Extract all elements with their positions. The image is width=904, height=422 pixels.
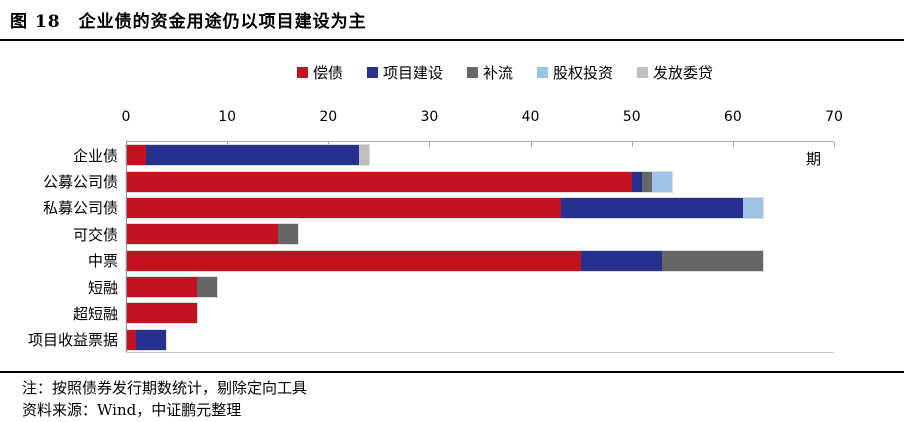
bar-segment <box>641 171 652 192</box>
stacked-bar <box>124 249 765 272</box>
legend-label: 偿债 <box>312 64 343 82</box>
bar-segment <box>146 145 359 166</box>
category-label: 短融 <box>87 278 118 297</box>
x-axis-tick-mark <box>834 142 835 147</box>
x-axis-tick-mark <box>227 142 229 147</box>
stacked-bar <box>125 302 198 325</box>
legend-swatch-icon <box>296 67 308 78</box>
x-axis-tick-mark <box>732 142 734 147</box>
figure-title: 图 18 企业债的资金用途仍以项目建设为主 <box>10 12 367 32</box>
bar-segment <box>358 145 369 166</box>
x-axis-tick-label: 30 <box>420 109 439 125</box>
footer-divider <box>0 371 904 373</box>
chart-row: 可交债 <box>0 221 904 247</box>
bar-segment <box>126 329 137 350</box>
bar-segment <box>651 171 673 192</box>
stacked-bar <box>124 276 219 299</box>
category-label: 超短融 <box>72 304 118 323</box>
stacked-bar <box>125 144 370 167</box>
x-axis-tick-mark <box>631 142 633 147</box>
legend-item: 偿债 <box>296 62 343 83</box>
category-label: 私募公司债 <box>42 199 118 218</box>
bar-segment <box>126 303 197 324</box>
bar-segment <box>126 197 561 218</box>
x-axis-line <box>126 141 834 142</box>
bar-segment <box>662 250 764 271</box>
x-axis-tick-label: 40 <box>521 109 540 125</box>
chart-row: 中票 <box>0 248 904 274</box>
x-axis-tick-mark <box>328 142 330 147</box>
x-axis-tick-label: 60 <box>723 109 742 125</box>
bar-segment <box>742 197 764 218</box>
legend-label: 补流 <box>482 64 514 82</box>
chart-row: 超短融 <box>0 300 904 326</box>
x-axis-tick-label: 0 <box>121 109 131 125</box>
bar-segment <box>126 224 278 245</box>
chart-source: 资料来源：Wind，中证鹏元整理 <box>22 401 242 419</box>
legend-item: 补流 <box>466 62 514 83</box>
bar-segment <box>126 277 197 298</box>
chart-plot: 企业债公募公司债私募公司债可交债中票短融超短融项目收益票据 <box>0 142 904 353</box>
category-label: 公募公司债 <box>42 173 118 192</box>
category-label: 项目收益票据 <box>27 331 118 350</box>
x-axis-tick-label: 50 <box>622 109 641 125</box>
chart-row: 企业债 <box>0 142 904 168</box>
legend-item: 发放委贷 <box>637 62 713 83</box>
category-label: 中票 <box>87 252 118 271</box>
x-axis-tick-mark <box>530 142 532 147</box>
chart-row: 公募公司债 <box>0 168 904 194</box>
chart-row: 项目收益票据 <box>0 327 904 353</box>
title-divider <box>0 39 904 41</box>
bar-segment <box>136 329 167 350</box>
legend-swatch-icon <box>637 67 649 78</box>
x-axis-tick-mark <box>429 142 431 147</box>
chart-note: 注：按照债券发行期数统计，剔除定向工具 <box>22 379 308 397</box>
x-axis-tick-label: 10 <box>218 109 237 125</box>
legend-label: 股权投资 <box>553 64 614 82</box>
stacked-bar <box>124 170 674 193</box>
bar-segment <box>126 171 632 192</box>
stacked-bar <box>124 196 765 219</box>
legend-label: 项目建设 <box>382 64 443 82</box>
plot-bottom-border <box>126 352 834 353</box>
legend-item: 项目建设 <box>366 62 443 83</box>
x-axis-tick-label: 20 <box>319 109 338 125</box>
bar-segment <box>277 224 298 245</box>
chart-legend: 偿债 项目建设 补流 股权投资 发放委贷 <box>296 62 713 83</box>
chart-row: 私募公司债 <box>0 195 904 221</box>
bar-segment <box>581 250 663 271</box>
category-label: 企业债 <box>72 146 118 165</box>
legend-label: 发放委贷 <box>653 64 714 82</box>
y-axis-line <box>126 141 127 353</box>
x-axis-tick-label: 70 <box>825 109 843 125</box>
legend-item: 股权投资 <box>537 62 613 83</box>
legend-swatch-icon <box>366 67 378 78</box>
stacked-bar <box>125 223 299 246</box>
legend-swatch-icon <box>466 67 478 78</box>
bar-segment <box>126 145 147 166</box>
category-label: 可交债 <box>72 225 118 244</box>
bar-segment <box>196 277 218 298</box>
bar-segment <box>631 171 642 192</box>
legend-swatch-icon <box>537 67 549 78</box>
x-axis-tick-labels: 0 10 20 30 40 50 60 70 <box>122 109 843 127</box>
bar-segment <box>126 250 582 271</box>
axis-unit-label: 期 <box>806 150 822 168</box>
chart-row: 短融 <box>0 274 904 300</box>
bar-segment <box>560 197 743 218</box>
stacked-bar <box>124 328 168 351</box>
